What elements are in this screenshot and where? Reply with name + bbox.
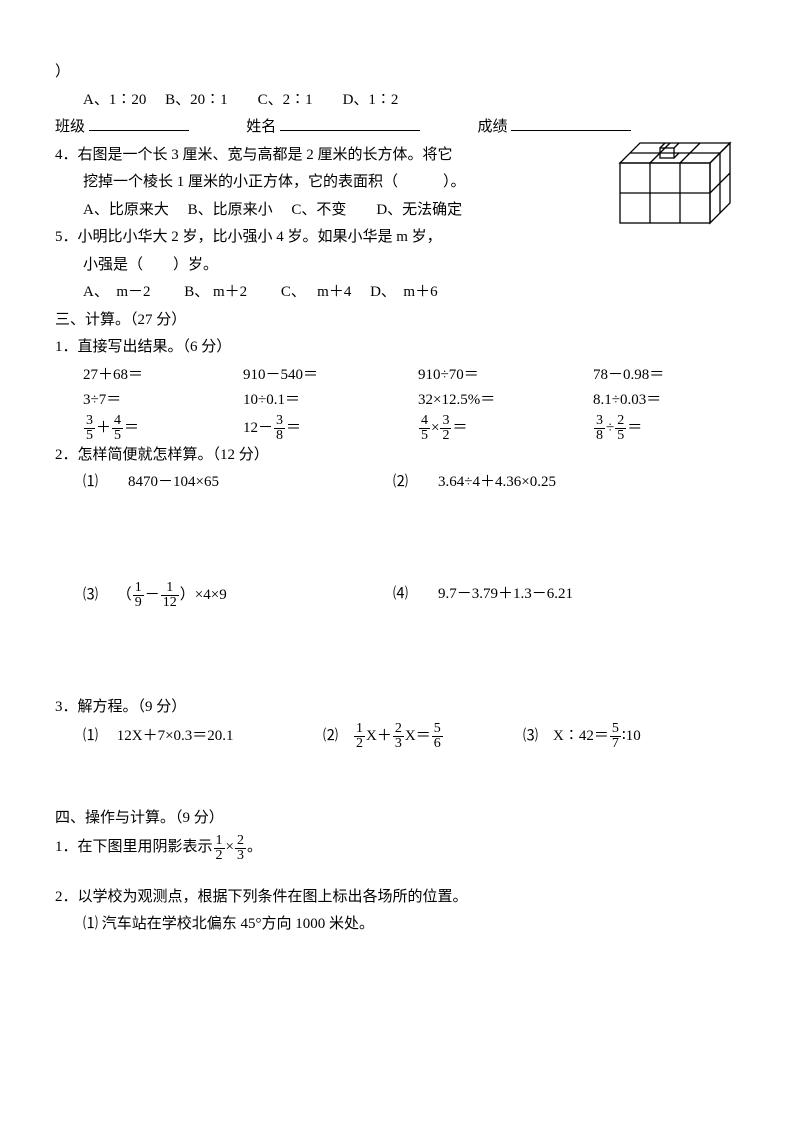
calc-r2-d: 8.1÷0.03＝ bbox=[593, 388, 661, 414]
name-label: 姓名 bbox=[246, 119, 276, 135]
p3-i1: ⑴ 12X＋7×0.3＝20.1 bbox=[83, 724, 323, 750]
frac-3-2: 32 bbox=[440, 414, 451, 443]
paren-close: ） bbox=[55, 60, 745, 86]
q5-options: A、 m－2 B、 m＋2 C、 m＋4 D、 m＋6 bbox=[55, 280, 745, 306]
sec4-p2: 2．以学校为观测点，根据下列条件在图上标出各场所的位置。 bbox=[55, 885, 745, 911]
frac-1-2b: 12 bbox=[214, 834, 225, 863]
p2-i3-pre: ⑶ （ bbox=[83, 586, 132, 602]
class-blank[interactable] bbox=[89, 116, 189, 131]
section4-title: 四、操作与计算。（9 分） bbox=[55, 806, 745, 832]
frac-2-3: 23 bbox=[393, 722, 404, 751]
p3-row: ⑴ 12X＋7×0.3＝20.1 ⑵ 12X＋23X＝56 ⑶ X∶42＝57∶… bbox=[55, 722, 745, 751]
frac-3-5: 35 bbox=[84, 414, 95, 443]
cube-figure bbox=[615, 135, 745, 240]
calc-row3: 35＋45＝ 12－38＝ 45×32＝ 38÷25＝ bbox=[55, 414, 745, 443]
calc-row2: 3÷7＝ 10÷0.1＝ 32×12.5%＝ 8.1÷0.03＝ bbox=[55, 388, 745, 414]
frac-4-5: 45 bbox=[112, 414, 123, 443]
q5-line2: 小强是（ ）岁。 bbox=[55, 253, 745, 279]
p2-i4: ⑷ 9.7－3.79＋1.3－6.21 bbox=[393, 582, 573, 608]
frac-5-6: 56 bbox=[432, 722, 443, 751]
score-label: 成绩 bbox=[478, 119, 508, 135]
p2-i2: ⑵ 3.64÷4＋4.36×0.25 bbox=[393, 470, 556, 496]
p2-row2: ⑶ （19－112）×4×9 ⑷ 9.7－3.79＋1.3－6.21 bbox=[55, 581, 745, 610]
p2-row1: ⑴ 8470－104×65 ⑵ 3.64÷4＋4.36×0.25 bbox=[55, 470, 745, 496]
calc-row1: 27＋68＝ 910－540＝ 910÷70＝ 78－0.98＝ bbox=[55, 363, 745, 389]
frac-3-8b: 38 bbox=[594, 414, 605, 443]
p2-i1: ⑴ 8470－104×65 bbox=[83, 470, 393, 496]
score-blank[interactable] bbox=[511, 116, 631, 131]
name-blank[interactable] bbox=[280, 116, 420, 131]
frac-1-9: 19 bbox=[133, 581, 144, 610]
calc-r1-d: 78－0.98＝ bbox=[593, 363, 664, 389]
sec4-p2-1: ⑴ 汽车站在学校北偏东 45°方向 1000 米处。 bbox=[55, 912, 745, 938]
calc-r1-b: 910－540＝ bbox=[243, 363, 418, 389]
sec3-p3-title: 3．解方程。（9 分） bbox=[55, 695, 745, 721]
frac-5-7: 57 bbox=[610, 722, 621, 751]
calc-r2-a: 3÷7＝ bbox=[83, 388, 243, 414]
frac-2-5: 25 bbox=[615, 414, 626, 443]
frac-2-3b: 23 bbox=[235, 834, 246, 863]
section3-title: 三、计算。（27 分） bbox=[55, 308, 745, 334]
q3-options: A、1∶20 B、20∶1 C、2∶1 D、1∶2 bbox=[55, 88, 745, 114]
frac-4-5b: 45 bbox=[419, 414, 430, 443]
calc-r2-c: 32×12.5%＝ bbox=[418, 388, 593, 414]
frac-1-12: 112 bbox=[161, 581, 179, 610]
calc-r2-b: 10÷0.1＝ bbox=[243, 388, 418, 414]
frac-3-8: 38 bbox=[274, 414, 285, 443]
sec3-p1-title: 1．直接写出结果。（6 分） bbox=[55, 335, 745, 361]
sec3-p2-title: 2．怎样简便就怎样算。（12 分） bbox=[55, 443, 745, 469]
calc-r1-a: 27＋68＝ bbox=[83, 363, 243, 389]
calc-r1-c: 910÷70＝ bbox=[418, 363, 593, 389]
sec4-p1: 1．在下图里用阴影表示12×23。 bbox=[55, 834, 745, 863]
frac-1-2: 12 bbox=[354, 722, 365, 751]
class-label: 班级 bbox=[55, 119, 85, 135]
